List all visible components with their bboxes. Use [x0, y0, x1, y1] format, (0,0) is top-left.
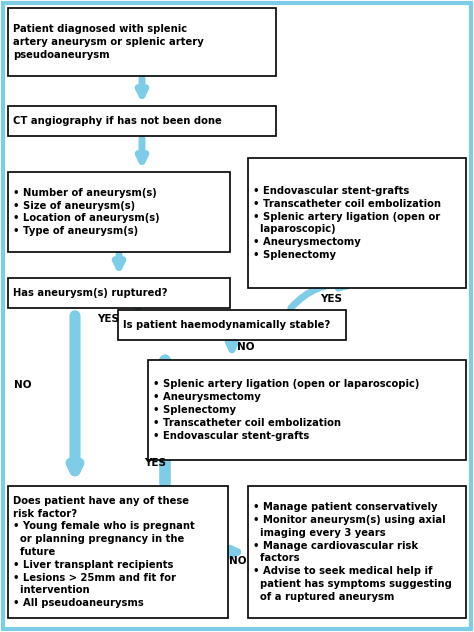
Text: Patient diagnosed with splenic
artery aneurysm or splenic artery
pseudoaneurysm: Patient diagnosed with splenic artery an…: [13, 24, 204, 60]
Text: YES: YES: [144, 458, 166, 468]
FancyArrowPatch shape: [136, 296, 145, 307]
Text: Is patient haemodynamically stable?: Is patient haemodynamically stable?: [123, 320, 330, 330]
Text: YES: YES: [97, 314, 119, 324]
Text: • Endovascular stent-grafts
• Transcatheter coil embolization
• Splenic artery l: • Endovascular stent-grafts • Transcathe…: [253, 186, 441, 260]
Text: YES: YES: [320, 294, 342, 304]
Text: Has aneurysm(s) ruptured?: Has aneurysm(s) ruptured?: [13, 288, 167, 298]
Text: • Number of aneurysm(s)
• Size of aneurysm(s)
• Location of aneurysm(s)
• Type o: • Number of aneurysm(s) • Size of aneury…: [13, 188, 160, 236]
FancyBboxPatch shape: [8, 8, 276, 76]
FancyArrowPatch shape: [291, 281, 346, 308]
Text: CT angiography if has not been done: CT angiography if has not been done: [13, 116, 222, 126]
FancyBboxPatch shape: [148, 360, 466, 460]
FancyBboxPatch shape: [118, 310, 346, 340]
Text: Does patient have any of these
risk factor?
• Young female who is pregnant
  or : Does patient have any of these risk fact…: [13, 495, 195, 608]
FancyBboxPatch shape: [8, 106, 276, 136]
Text: NO: NO: [229, 556, 247, 566]
Text: • Splenic artery ligation (open or laparoscopic)
• Aneurysmectomy
• Splenectomy
: • Splenic artery ligation (open or lapar…: [153, 379, 419, 441]
FancyBboxPatch shape: [3, 3, 471, 629]
Text: • Manage patient conservatively
• Monitor aneurysm(s) using axial
  imaging ever: • Manage patient conservatively • Monito…: [253, 502, 452, 602]
FancyBboxPatch shape: [248, 486, 466, 618]
Text: NO: NO: [14, 380, 31, 390]
FancyBboxPatch shape: [8, 278, 230, 308]
FancyBboxPatch shape: [8, 486, 228, 618]
FancyBboxPatch shape: [248, 158, 466, 288]
Text: NO: NO: [237, 342, 255, 352]
FancyBboxPatch shape: [8, 172, 230, 252]
